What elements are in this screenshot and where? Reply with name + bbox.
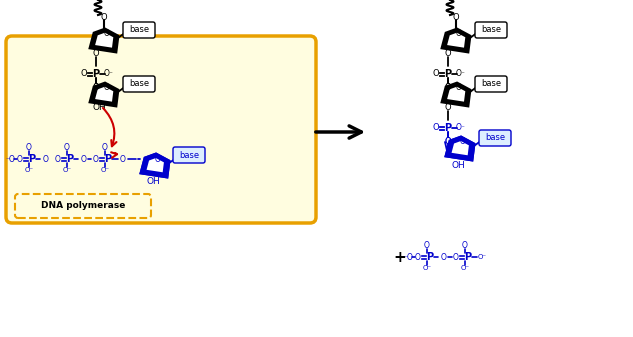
Text: ⁻O: ⁻O (5, 154, 15, 163)
Polygon shape (141, 154, 169, 177)
Text: O: O (441, 252, 447, 262)
Text: P: P (66, 154, 73, 164)
Polygon shape (95, 87, 113, 102)
Text: P: P (92, 69, 99, 79)
FancyBboxPatch shape (123, 76, 155, 92)
Text: O: O (445, 83, 451, 92)
Text: base: base (481, 80, 501, 89)
Text: O: O (445, 103, 451, 113)
Text: O: O (80, 69, 87, 79)
Text: O: O (415, 252, 421, 262)
Text: O: O (17, 154, 23, 163)
Text: base: base (485, 133, 505, 143)
Text: O: O (456, 84, 462, 92)
Text: O: O (81, 154, 87, 163)
FancyBboxPatch shape (6, 36, 316, 223)
Text: P: P (465, 252, 472, 262)
Text: base: base (179, 151, 199, 159)
Text: O: O (102, 144, 108, 153)
Text: +: + (394, 249, 406, 265)
Text: O⁻: O⁻ (101, 167, 110, 173)
Polygon shape (447, 33, 465, 48)
Text: P: P (28, 154, 35, 164)
Text: O⁻: O⁻ (477, 254, 487, 260)
FancyBboxPatch shape (479, 130, 511, 146)
Text: O: O (26, 144, 32, 153)
Text: O: O (456, 30, 462, 38)
Text: O: O (55, 154, 61, 163)
Text: O: O (101, 12, 108, 22)
Polygon shape (90, 29, 118, 52)
FancyBboxPatch shape (15, 194, 151, 218)
Polygon shape (451, 141, 469, 155)
Text: O⁻: O⁻ (460, 265, 470, 271)
Text: O: O (104, 30, 110, 38)
Text: OH: OH (146, 178, 160, 186)
Text: O: O (104, 84, 110, 92)
Text: O: O (453, 252, 459, 262)
Polygon shape (90, 83, 118, 106)
Text: O: O (433, 123, 439, 132)
Text: O: O (433, 69, 439, 79)
Polygon shape (442, 83, 470, 106)
Text: ⁻O: ⁻O (403, 252, 413, 262)
Text: P: P (444, 69, 451, 79)
Text: P: P (104, 154, 111, 164)
Text: O: O (92, 50, 99, 59)
Text: OH: OH (451, 160, 465, 170)
Text: O: O (445, 136, 451, 146)
Text: O: O (155, 154, 161, 163)
FancyBboxPatch shape (173, 147, 205, 163)
Text: O: O (64, 144, 70, 153)
Text: base: base (481, 26, 501, 34)
Text: O: O (462, 242, 468, 250)
Text: O: O (445, 136, 451, 146)
Text: OH: OH (92, 103, 106, 113)
Text: P: P (427, 252, 434, 262)
Polygon shape (446, 137, 474, 160)
Text: O: O (92, 83, 99, 92)
Text: O: O (453, 12, 460, 22)
Text: O⁻: O⁻ (456, 123, 466, 132)
FancyBboxPatch shape (475, 22, 507, 38)
Text: O: O (92, 83, 99, 92)
Polygon shape (147, 158, 164, 172)
Text: O: O (460, 137, 466, 147)
Text: O⁻: O⁻ (422, 265, 432, 271)
Polygon shape (442, 29, 470, 52)
Text: O: O (424, 242, 430, 250)
FancyBboxPatch shape (123, 22, 155, 38)
Text: O⁻: O⁻ (456, 69, 466, 79)
Text: O⁻: O⁻ (63, 167, 72, 173)
Polygon shape (447, 87, 465, 102)
Text: O: O (445, 83, 451, 92)
Text: O: O (120, 154, 126, 163)
Text: O: O (93, 154, 99, 163)
Text: O⁻: O⁻ (104, 69, 114, 79)
Polygon shape (95, 33, 113, 48)
Text: O: O (43, 154, 49, 163)
FancyBboxPatch shape (475, 76, 507, 92)
Text: O: O (445, 50, 451, 59)
Text: base: base (129, 26, 149, 34)
Text: base: base (129, 80, 149, 89)
Text: DNA polymerase: DNA polymerase (41, 202, 125, 211)
Text: O⁻: O⁻ (25, 167, 34, 173)
Text: P: P (444, 123, 451, 133)
